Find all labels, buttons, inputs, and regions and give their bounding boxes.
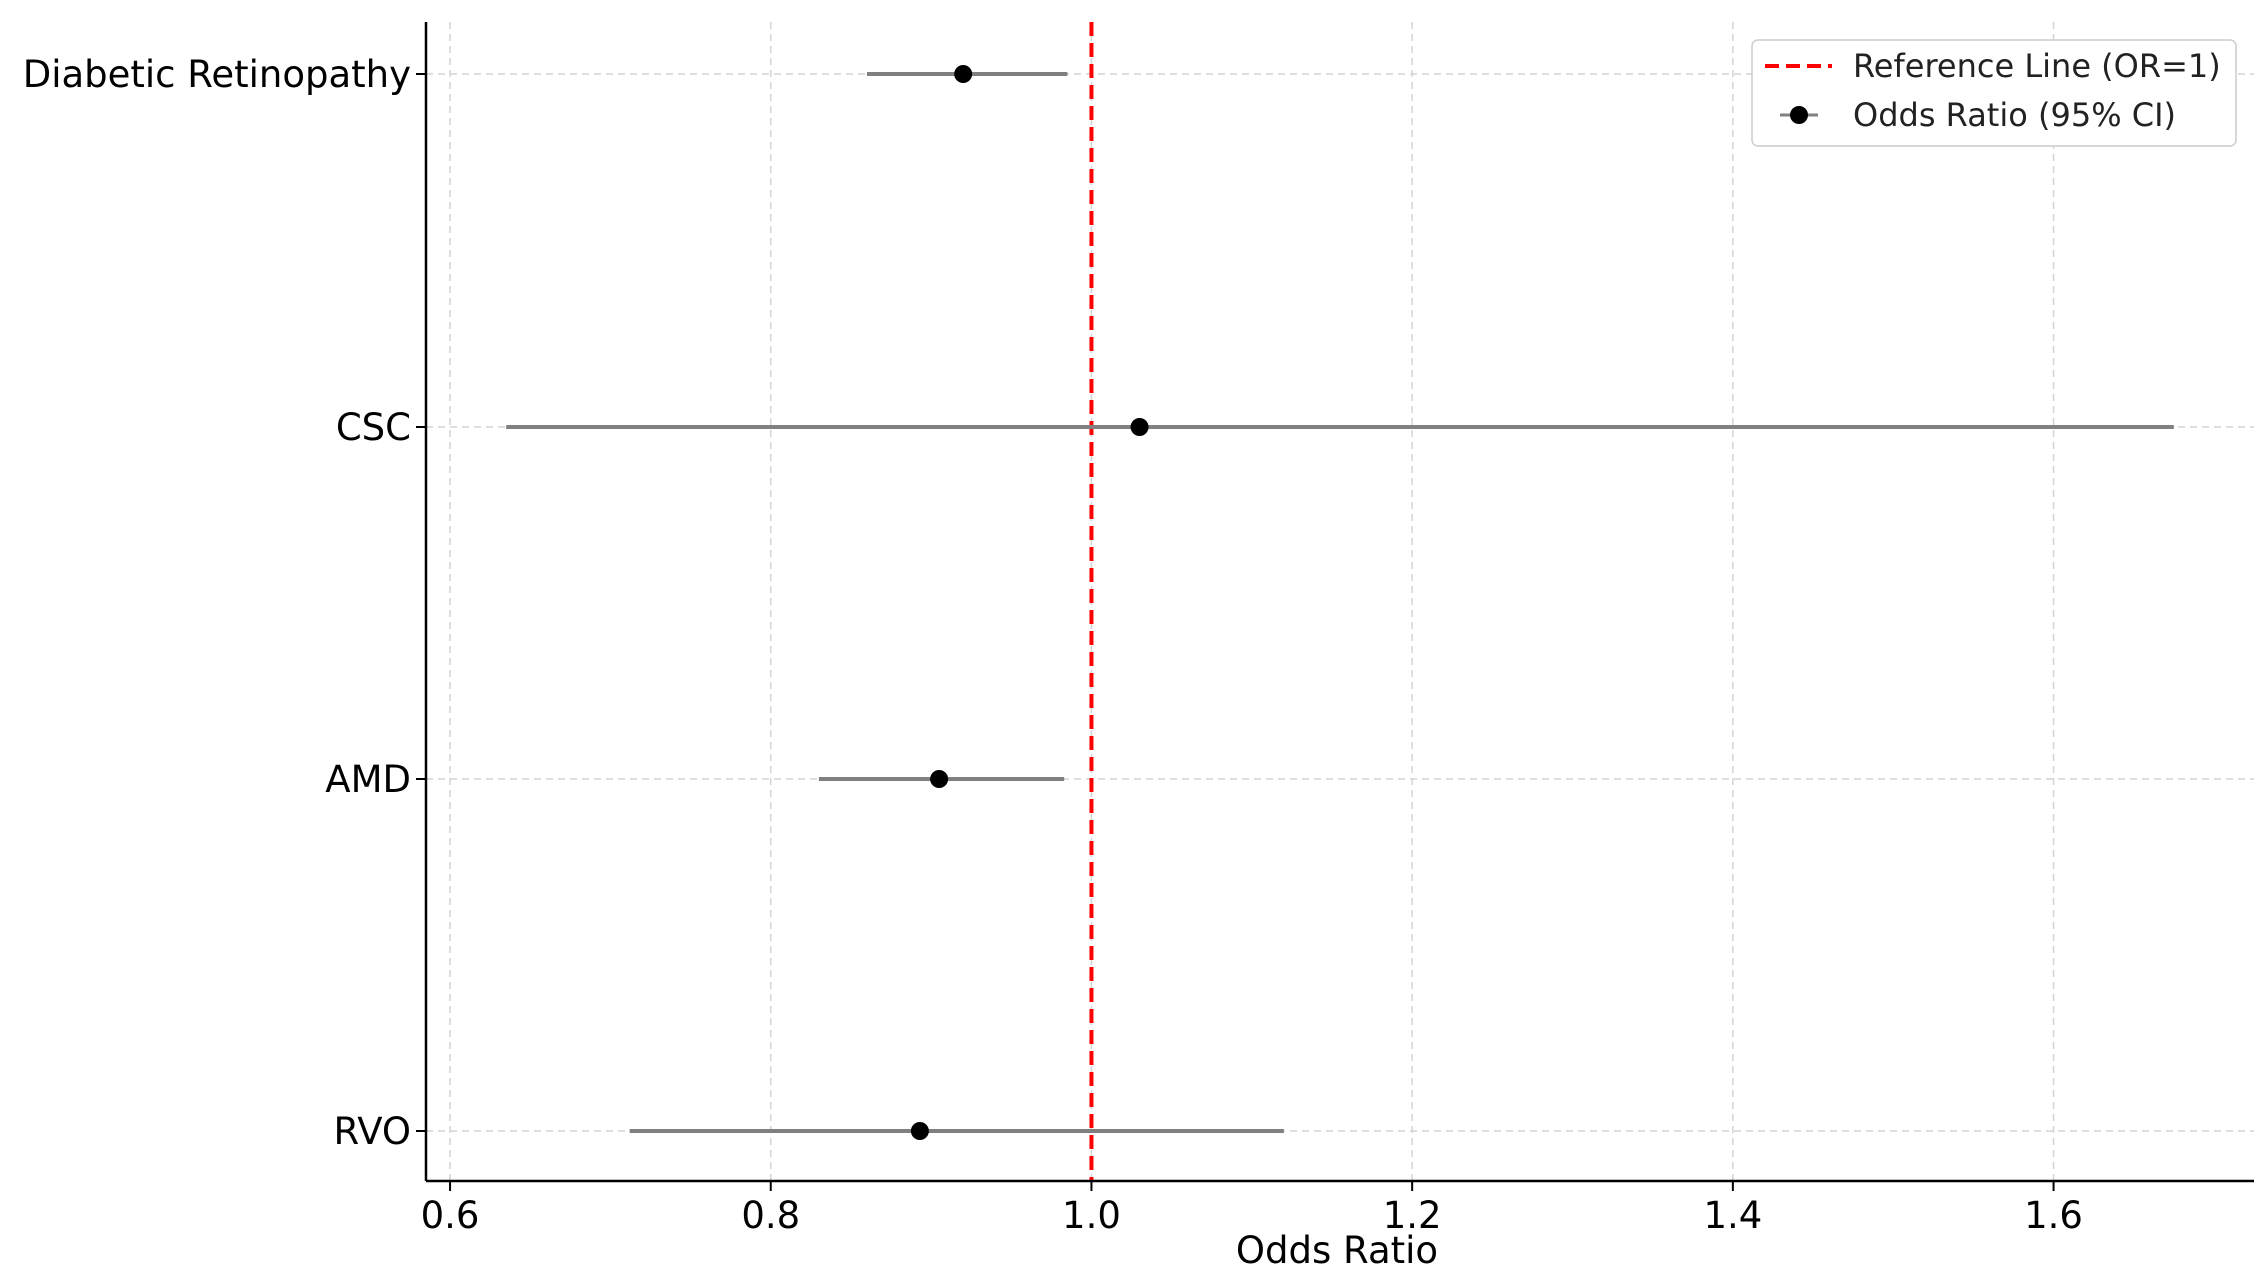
odds-ratio-point bbox=[930, 770, 949, 788]
y-tick-label: RVO bbox=[334, 1110, 411, 1153]
legend-box bbox=[1751, 39, 2237, 147]
x-tick-label: 1.4 bbox=[1703, 1194, 1762, 1237]
point-layer bbox=[910, 65, 1149, 1140]
y-tick-label: CSC bbox=[336, 406, 411, 449]
x-tick-label: 0.8 bbox=[741, 1194, 800, 1237]
y-tick-label: AMD bbox=[325, 758, 411, 801]
grid-layer bbox=[426, 22, 2254, 1181]
x-tick-label: 1.6 bbox=[2024, 1194, 2083, 1237]
odds-ratio-point bbox=[954, 65, 973, 83]
legend-odds-ratio-label: Odds Ratio (95% CI) bbox=[1853, 96, 2176, 134]
x-tick-label: 1.0 bbox=[1062, 1194, 1121, 1237]
legend: Reference Line (OR=1) Odds Ratio (95% CI) bbox=[1751, 39, 2237, 147]
axis-layer: 0.6 0.8 1.0 1.2 1.4 1.6 Diabetic Retinopathy CS… bbox=[23, 22, 2254, 1237]
x-axis-title: Odds Ratio bbox=[1236, 1229, 1438, 1272]
x-tick-label: 1.2 bbox=[1383, 1194, 1442, 1237]
legend-odds-ratio-marker bbox=[1790, 106, 1808, 124]
odds-ratio-point bbox=[1130, 418, 1149, 436]
odds-ratio-point bbox=[910, 1122, 929, 1140]
legend-reference-label: Reference Line (OR=1) bbox=[1853, 47, 2221, 85]
y-tick-label: Diabetic Retinopathy bbox=[23, 53, 411, 96]
ci-layer bbox=[506, 72, 2174, 1133]
x-tick-label: 0.6 bbox=[421, 1194, 480, 1237]
